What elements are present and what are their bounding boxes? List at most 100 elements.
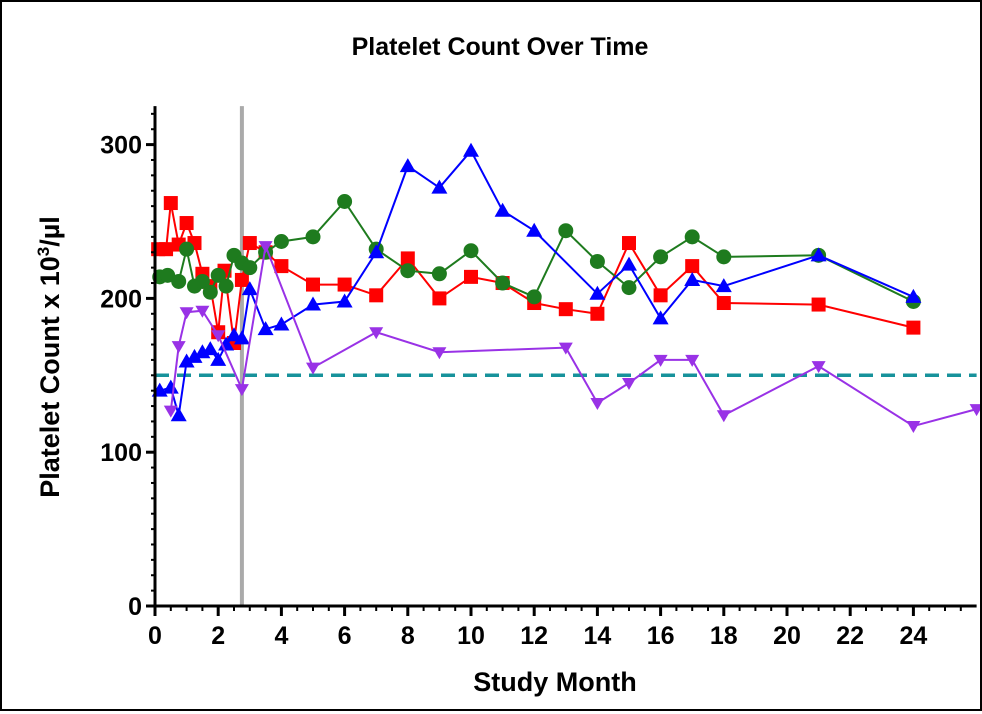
data-point — [432, 291, 447, 306]
data-point — [463, 142, 479, 157]
y-axis-label: Platelet Count x 103/µl — [34, 216, 65, 498]
data-point — [273, 316, 290, 331]
x-tick-label: 18 — [710, 622, 738, 650]
series-layer — [151, 142, 982, 434]
data-point — [202, 341, 219, 356]
data-point — [242, 260, 258, 276]
data-point — [202, 284, 218, 300]
data-point — [218, 336, 235, 351]
data-point — [495, 275, 511, 291]
data-point — [233, 330, 250, 345]
data-point — [589, 285, 606, 300]
data-point — [685, 354, 700, 367]
x-tick-label: 0 — [148, 622, 162, 650]
data-point — [234, 384, 249, 397]
data-point — [171, 273, 187, 289]
data-point — [400, 263, 416, 279]
data-point — [179, 307, 194, 320]
data-point — [716, 410, 731, 423]
x-tick-label: 12 — [520, 622, 548, 650]
y-tick-label: 100 — [100, 439, 142, 467]
data-point — [210, 351, 227, 366]
data-point — [653, 249, 669, 265]
y-tick-label: 300 — [100, 132, 142, 160]
x-tick-label: 4 — [274, 622, 288, 650]
data-point — [306, 277, 320, 292]
data-point — [399, 158, 416, 173]
data-point — [716, 249, 732, 265]
data-point — [558, 302, 573, 317]
data-point — [337, 277, 352, 292]
y-tick-label: 0 — [128, 593, 142, 621]
data-point — [652, 310, 669, 325]
data-point — [210, 267, 226, 283]
x-tick-label: 10 — [457, 622, 485, 650]
x-tick-label: 16 — [647, 622, 675, 650]
data-point — [810, 247, 827, 262]
data-point — [653, 354, 668, 367]
x-tick-label: 8 — [401, 622, 415, 650]
data-point — [163, 196, 178, 211]
data-point — [716, 296, 731, 311]
x-tick-label: 22 — [836, 622, 864, 650]
data-point — [463, 243, 479, 259]
data-point — [306, 362, 320, 375]
x-tick-label: 14 — [583, 622, 611, 650]
data-point — [234, 272, 249, 287]
data-point — [179, 241, 195, 257]
data-point — [195, 305, 210, 318]
data-point — [258, 241, 273, 254]
data-point — [526, 222, 543, 237]
data-point — [273, 233, 289, 249]
data-point — [431, 266, 447, 282]
x-tick-label: 2 — [211, 622, 225, 650]
data-point — [368, 244, 385, 259]
data-point — [218, 278, 234, 294]
data-point — [558, 223, 574, 239]
x-axis-label: Study Month — [473, 667, 636, 697]
y-axis-label-main: Platelet Count x 10 — [35, 256, 65, 498]
data-point — [194, 273, 210, 289]
series-4 — [163, 241, 982, 434]
data-point — [170, 407, 187, 422]
data-point — [432, 347, 447, 360]
data-point — [590, 306, 605, 321]
data-point — [811, 361, 826, 374]
data-point — [163, 405, 178, 418]
chart-title: Platelet Count Over Time — [352, 33, 649, 61]
data-point — [274, 259, 289, 274]
data-point — [464, 269, 478, 284]
series-3 — [151, 142, 922, 422]
data-point — [906, 421, 921, 434]
data-point — [906, 320, 921, 335]
data-point — [337, 194, 353, 210]
data-point — [685, 259, 700, 274]
data-point — [684, 229, 700, 245]
data-point — [589, 253, 605, 269]
data-point — [811, 297, 826, 312]
data-point — [684, 271, 701, 286]
x-tick-label: 20 — [773, 622, 801, 650]
data-point — [590, 397, 605, 410]
data-point — [622, 377, 636, 390]
data-point — [171, 341, 186, 354]
data-point — [241, 281, 258, 296]
x-tick-label: 24 — [899, 622, 927, 650]
data-point — [179, 216, 194, 231]
data-point — [715, 278, 732, 293]
data-point — [257, 321, 274, 336]
data-point — [159, 242, 174, 257]
data-point — [178, 353, 195, 368]
data-point — [211, 330, 226, 343]
data-point — [526, 289, 542, 305]
data-point — [653, 288, 668, 303]
data-point — [242, 236, 257, 251]
data-point — [369, 327, 384, 340]
data-point — [969, 404, 982, 417]
data-point — [494, 202, 511, 217]
data-point — [400, 251, 415, 266]
data-point — [621, 256, 637, 271]
